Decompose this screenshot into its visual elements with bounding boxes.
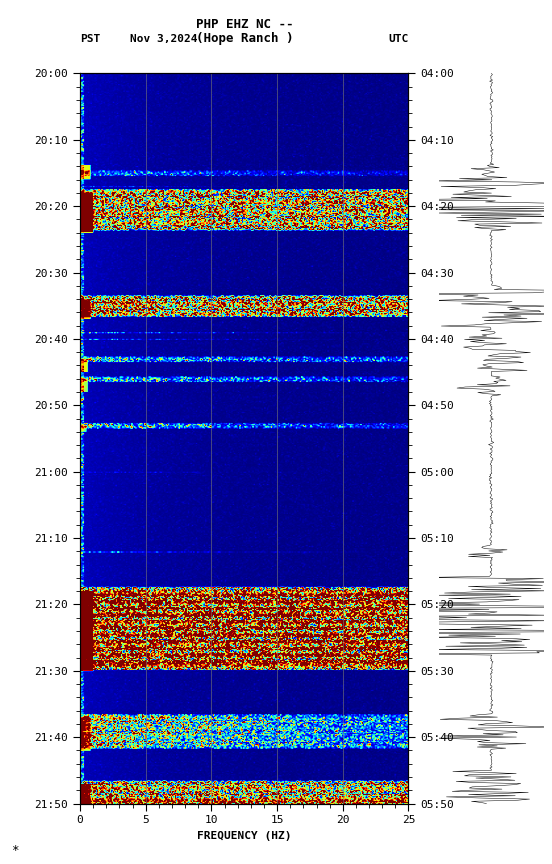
Text: Nov 3,2024: Nov 3,2024: [130, 34, 197, 44]
Text: UTC: UTC: [388, 34, 408, 44]
Text: (Hope Ranch ): (Hope Ranch ): [195, 32, 293, 46]
X-axis label: FREQUENCY (HZ): FREQUENCY (HZ): [197, 831, 291, 841]
Text: *: *: [11, 843, 19, 856]
Text: PST: PST: [80, 34, 100, 44]
Text: PHP EHZ NC --: PHP EHZ NC --: [195, 17, 293, 31]
